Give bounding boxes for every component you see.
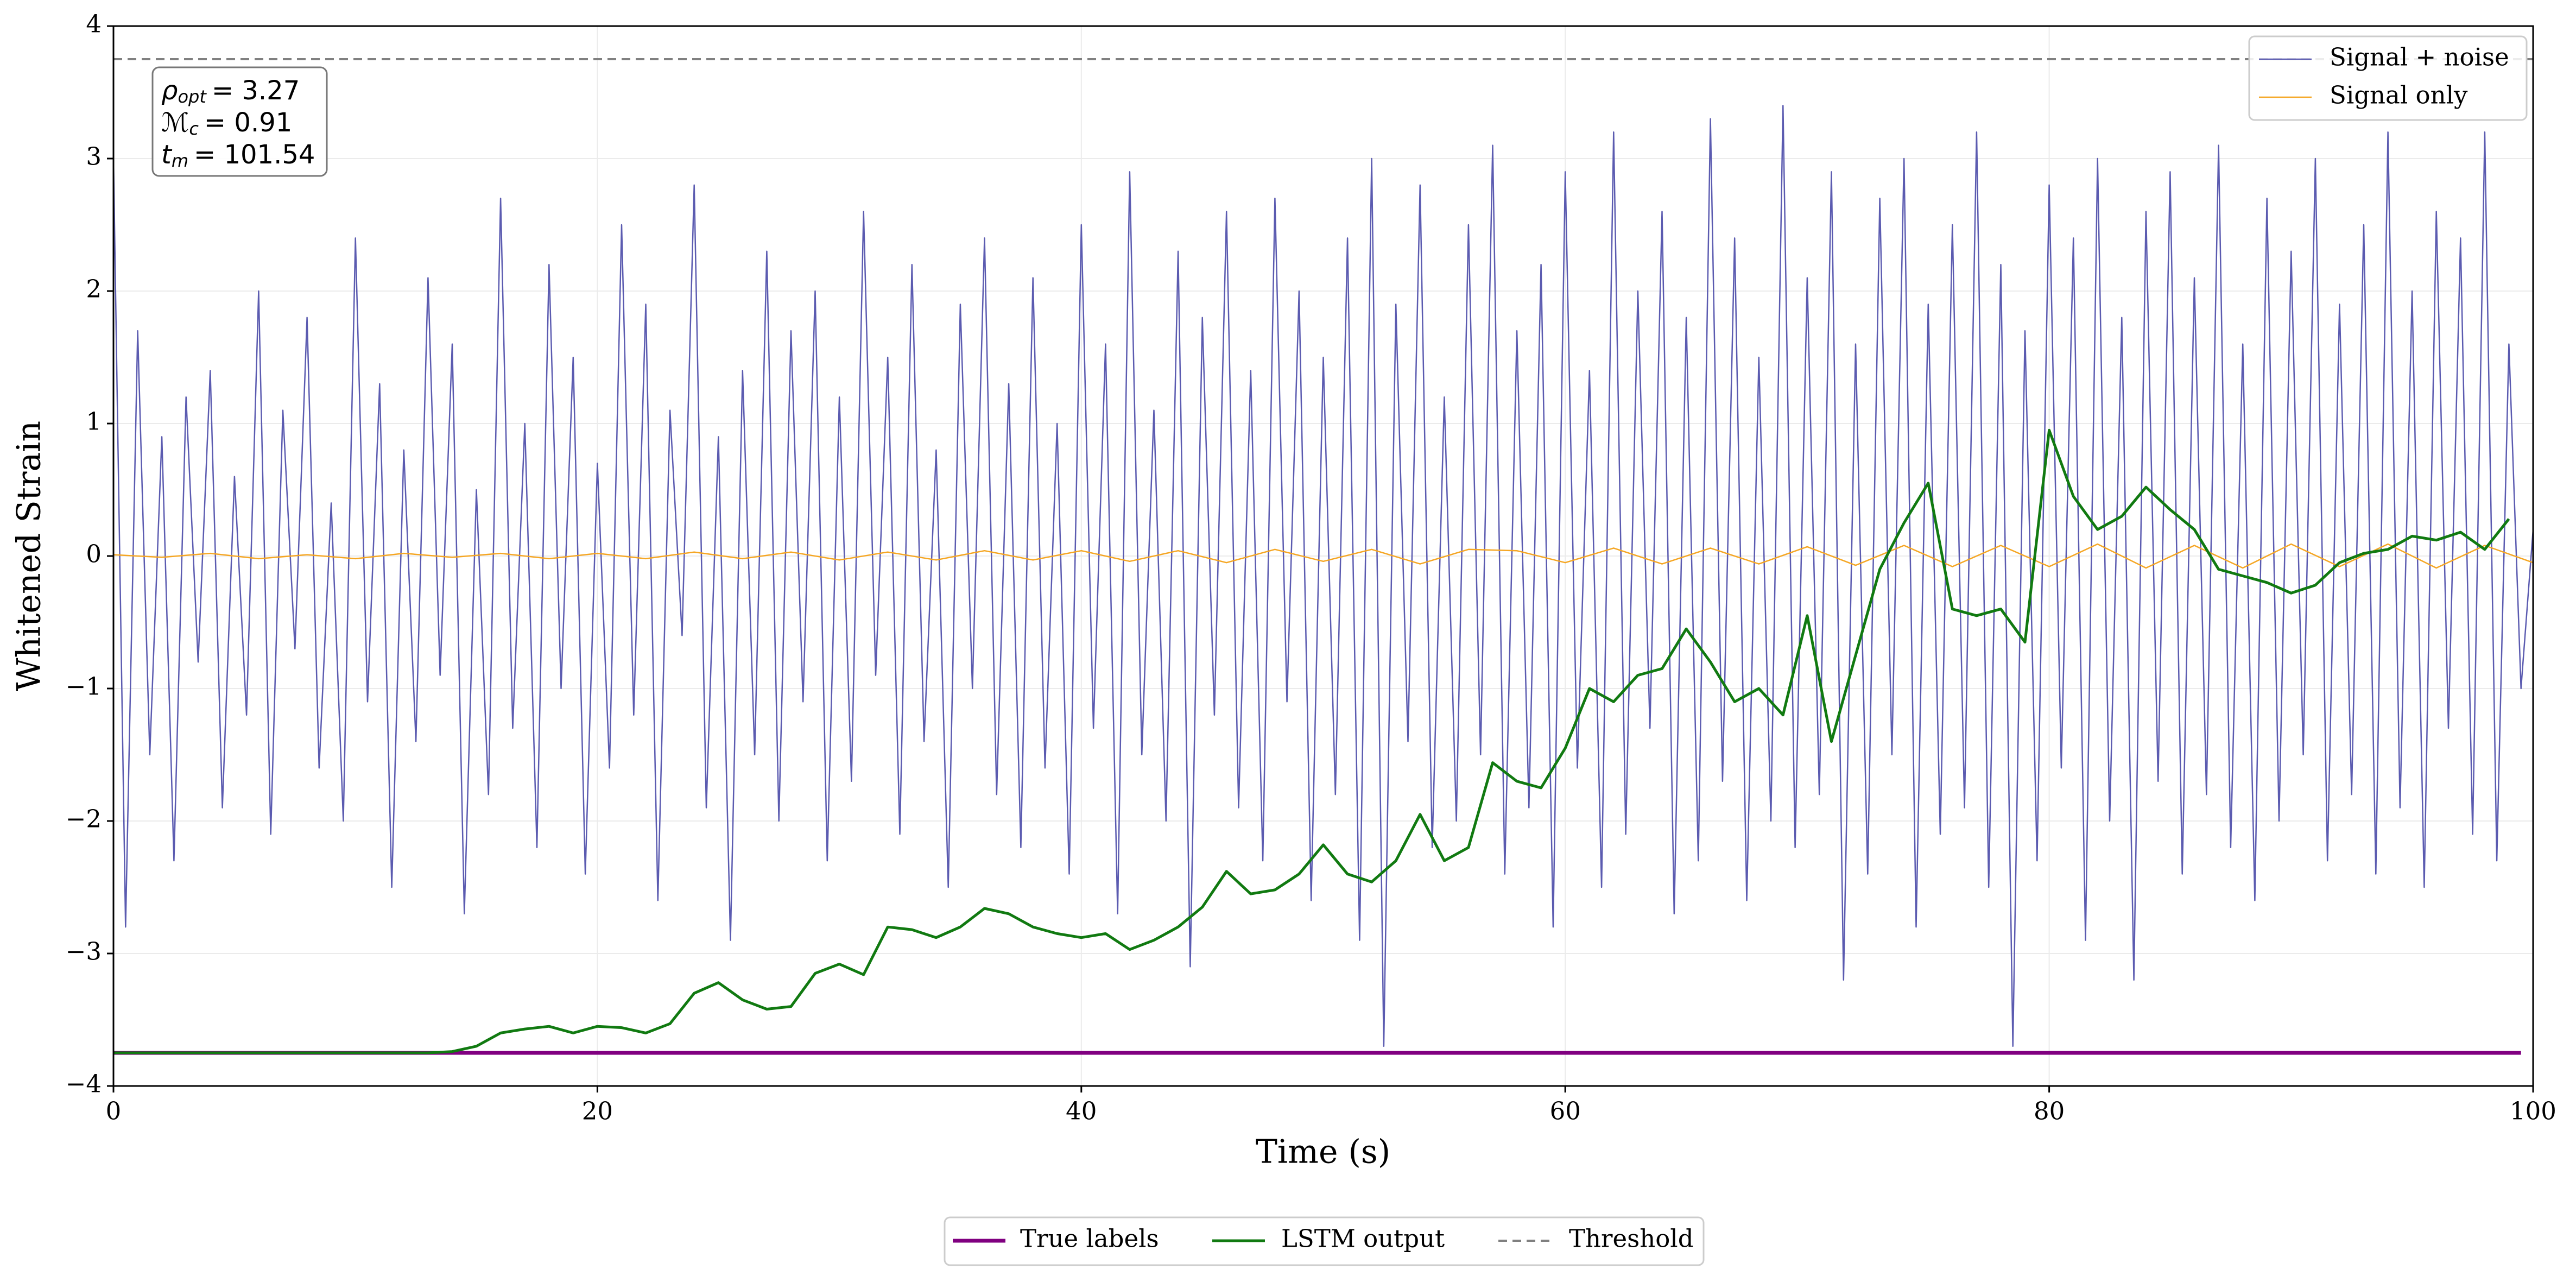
- ann-sub: m: [172, 150, 188, 171]
- annotation: ρopt = 3.27: [161, 75, 300, 107]
- ann-text: = 3.27: [212, 75, 300, 106]
- ann-sub: c: [189, 118, 199, 139]
- y-tick-label: 3: [86, 142, 102, 171]
- x-tick-label: 0: [106, 1097, 122, 1126]
- legend-label: Signal only: [2330, 81, 2468, 110]
- y-axis-label: Whitened Strain: [10, 421, 48, 691]
- x-tick-label: 80: [2034, 1097, 2065, 1126]
- y-tick-label: −4: [66, 1070, 102, 1098]
- series-line: [112, 105, 2534, 1047]
- ann-symbol: t: [161, 140, 173, 170]
- annotation-frame: [151, 66, 328, 177]
- y-tick-label: 1: [86, 407, 102, 436]
- x-tick-label: 60: [1550, 1097, 1581, 1126]
- legend-box: [944, 1216, 1705, 1266]
- ann-symbol: ρ: [161, 75, 178, 106]
- ann-text: = 0.91: [204, 108, 292, 138]
- ticks: 0 20 40 60 80 100 −4 −3 −2 −1 0 1 2 3 4: [66, 10, 2556, 1126]
- y-tick-label: 0: [86, 540, 102, 569]
- y-tick-label: −1: [66, 672, 102, 701]
- x-tick-label: 40: [1066, 1097, 1097, 1126]
- ann-sub: opt: [178, 86, 207, 107]
- ann-symbol: ℳ: [161, 108, 189, 138]
- legend-label: Threshold: [1569, 1224, 1694, 1253]
- legend-label: LSTM output: [1281, 1224, 1445, 1253]
- legends: Signal + noise Signal only True labels LSTM…: [944, 35, 2528, 1266]
- x-axis-label: Time (s): [1256, 1133, 1390, 1171]
- legend-label: True labels: [1020, 1224, 1159, 1253]
- annotation: ℳc = 0.91: [161, 108, 292, 139]
- y-tick-label: 4: [86, 10, 102, 39]
- legend-label: Signal + noise: [2330, 43, 2509, 72]
- x-tick-label: 100: [2510, 1097, 2556, 1126]
- plot-area: [112, 58, 2534, 1055]
- series-line: [113, 428, 2510, 1054]
- annotation: tm = 101.54: [161, 140, 315, 171]
- annotation-box: ρopt = 3.27 ℳc = 0.91 tm = 101.54: [151, 66, 328, 177]
- ann-text: = 101.54: [194, 140, 315, 170]
- y-tick-label: −2: [66, 805, 102, 833]
- x-tick-label: 20: [582, 1097, 613, 1126]
- series-line: [113, 543, 2534, 569]
- legend-box: [2248, 35, 2528, 121]
- y-tick-label: −3: [66, 937, 102, 966]
- y-tick-label: 2: [86, 275, 102, 304]
